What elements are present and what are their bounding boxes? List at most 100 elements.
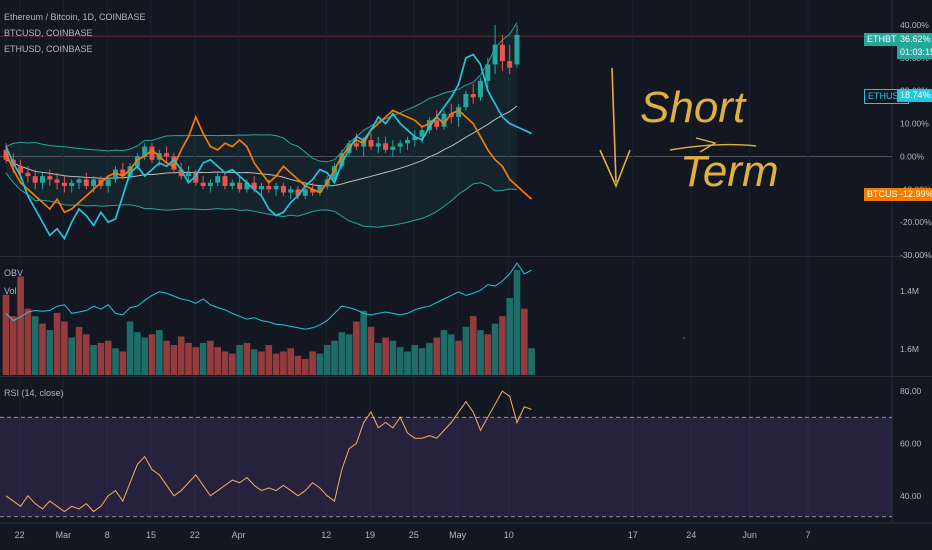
volume-bar: [236, 345, 243, 375]
candle-body: [244, 182, 250, 190]
volume-bar: [440, 330, 448, 375]
candle-body: [171, 156, 177, 170]
candle: [54, 172, 60, 190]
candle: [164, 146, 170, 163]
obv-line: [5, 262, 532, 330]
volume-bar: [469, 316, 477, 375]
candle-body: [229, 182, 235, 186]
volume-bar: [491, 323, 499, 375]
volume-bar: [404, 351, 411, 375]
candle-body: [178, 169, 184, 177]
candle-body: [200, 182, 206, 186]
volume-bar: [396, 347, 404, 375]
candle-body: [470, 94, 476, 98]
candle: [397, 140, 403, 154]
candle-body: [25, 172, 31, 177]
candle-body: [514, 34, 520, 65]
handwritten-annotation: Short Term: [599, 67, 779, 196]
candle-body: [237, 182, 243, 190]
x-tick-label: Apr: [232, 530, 246, 540]
volume-bar: [389, 340, 397, 375]
y-tick-label: 40.00: [900, 491, 922, 501]
candle: [40, 172, 45, 190]
btcusd-value-tag: -12.99%: [897, 188, 932, 201]
volume-bar: [126, 321, 134, 375]
volume-bar: [477, 330, 484, 375]
candle-body: [339, 153, 345, 167]
x-tick-label: 22: [190, 530, 200, 540]
volume-bar: [112, 348, 119, 375]
candle-body: [105, 179, 111, 186]
candle-body: [485, 64, 491, 81]
ethbtc-countdown-tag: 01:03:15: [897, 46, 932, 59]
candle: [412, 130, 418, 147]
candle: [25, 166, 31, 183]
candle: [485, 57, 491, 88]
volume-bar: [411, 345, 419, 375]
volume-bar: [207, 340, 214, 375]
candle-body: [222, 176, 228, 186]
bollinger-lower-line: [5, 172, 518, 228]
volume-bar: [39, 323, 46, 375]
y-tick-label: 0.00%: [900, 151, 925, 161]
candle: [434, 110, 440, 131]
y-tick-label: 40.00%: [900, 20, 929, 30]
volume-bar: [46, 330, 54, 375]
volume-bar: [221, 351, 229, 375]
y-tick-label: -20.00%: [900, 217, 932, 227]
candle: [113, 166, 118, 183]
candle: [280, 182, 286, 196]
y-tick-label: 80.00: [900, 386, 922, 396]
candle-body: [266, 186, 272, 190]
volume-bar: [513, 270, 521, 375]
vol-legend: Vol: [4, 286, 17, 296]
btcusd-line: [5, 109, 533, 214]
candle-body: [215, 176, 221, 183]
candle: [215, 172, 221, 186]
annotation-line1: Short: [640, 83, 747, 132]
volume-bar: [192, 347, 200, 375]
candle-body: [426, 120, 432, 131]
volume-bar: [331, 340, 338, 375]
candle: [105, 176, 111, 193]
candle-body: [353, 143, 359, 147]
volume-bar: [61, 321, 68, 375]
candle-body: [113, 169, 118, 180]
volume-bar: [243, 342, 251, 375]
candle-body: [390, 146, 396, 150]
candle: [507, 44, 513, 75]
candle: [76, 176, 82, 190]
grid-lines: [0, 0, 932, 524]
candle: [288, 186, 294, 200]
candle-body: [478, 80, 483, 98]
volume-bar: [418, 348, 426, 375]
candle-body: [288, 189, 294, 193]
candle-body: [18, 166, 24, 173]
candle-body: [134, 156, 140, 167]
volume-bar: [68, 337, 75, 375]
rsi-line: [5, 390, 532, 513]
candle-body: [405, 140, 410, 144]
x-tick-label: 22: [15, 530, 25, 540]
x-tick-label: Mar: [56, 530, 72, 540]
candle: [222, 172, 228, 190]
underline-arrow-stroke: [669, 137, 757, 153]
rsi-legend: RSI (14, close): [4, 388, 64, 398]
candle: [61, 176, 67, 193]
candle: [207, 179, 213, 193]
volume-bar: [53, 312, 61, 375]
obv-legend: OBV: [4, 268, 24, 278]
price-pane[interactable]: [3, 22, 533, 241]
volume-bar: [484, 334, 492, 375]
volume-pane[interactable]: [2, 262, 685, 375]
y-tick-label: -30.00%: [900, 250, 932, 260]
candle-body: [368, 140, 374, 147]
candle-body: [259, 186, 264, 190]
rsi-pane[interactable]: [0, 390, 892, 518]
stray-dot: [683, 337, 685, 339]
x-tick-label: Jun: [742, 530, 757, 540]
candle: [32, 169, 38, 190]
x-tick-label: 15: [146, 530, 156, 540]
volume-bar: [250, 349, 258, 375]
